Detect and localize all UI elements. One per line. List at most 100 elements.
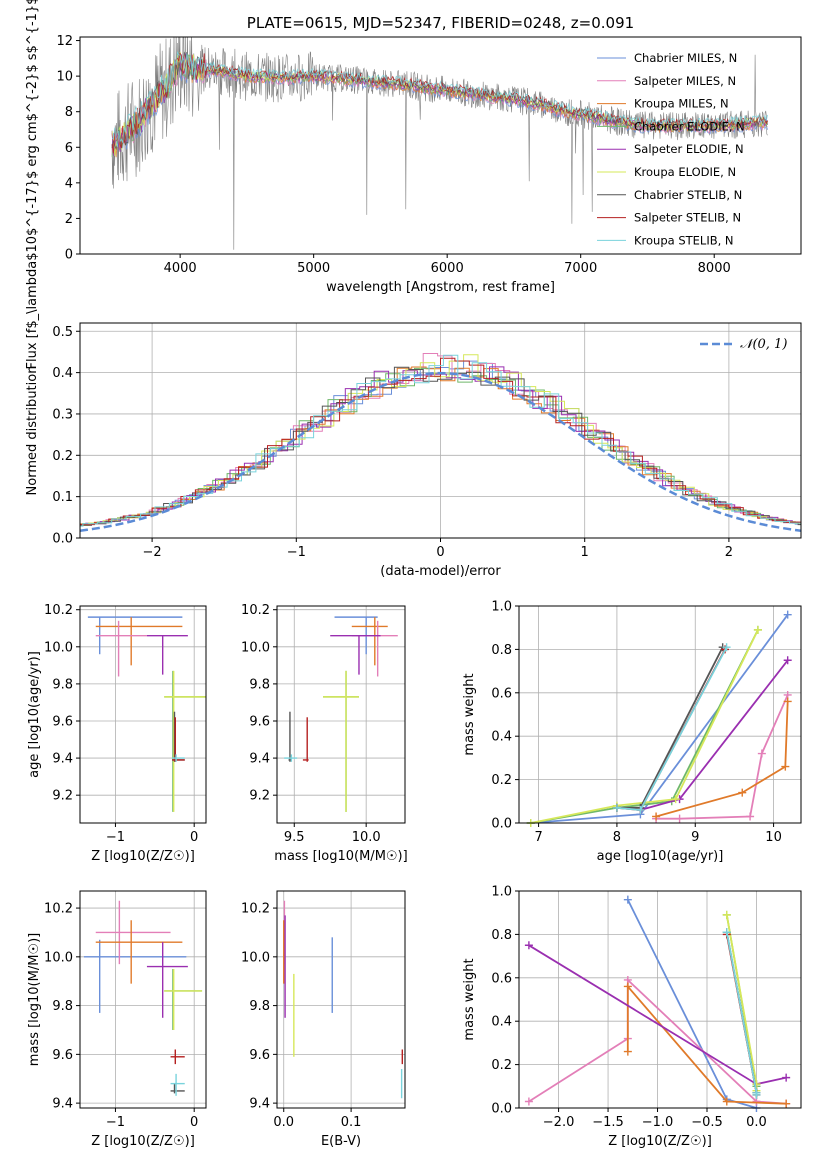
y-tick-label: 12 — [56, 34, 73, 49]
residuals-frame — [79, 322, 802, 539]
spectrum-frame — [79, 36, 802, 255]
weight-marker — [782, 1073, 791, 1082]
weight-line — [725, 932, 758, 1095]
weight_vs_age-series — [526, 610, 792, 827]
y-tick-label: 9.4 — [52, 1097, 73, 1112]
x-tick-label: 0 — [436, 545, 444, 560]
age_vs_Z-axes — [76, 606, 206, 827]
residual-histograms — [80, 353, 801, 533]
y-tick-label: 9.6 — [249, 714, 270, 729]
legend-label: Kroupa ELODIE, N — [634, 165, 736, 179]
weight-line — [530, 629, 759, 824]
weight_vs_age-frame — [518, 605, 802, 824]
x-tick-label: 9.5 — [284, 830, 305, 845]
y-tick-label: 10.2 — [241, 902, 270, 917]
weight-marker — [524, 1097, 533, 1106]
x-axis-label: Z [log10(Z/Z☉)] — [91, 849, 195, 864]
y-tick-label: 0.3 — [52, 407, 73, 422]
y-tick-label: 9.8 — [249, 999, 270, 1014]
y-tick-label: 4 — [65, 176, 73, 191]
mass_vs_ebv-axes — [273, 891, 405, 1112]
y-tick-label: 9.8 — [249, 677, 270, 692]
residual-histogram — [80, 354, 801, 526]
legend-label: Chabrier STELIB, N — [634, 188, 742, 202]
residual-histogram — [80, 354, 801, 527]
y-axis-label: age [log10(age/yr)] — [27, 651, 42, 778]
x-tick-label: 5000 — [297, 261, 330, 276]
x-tick-label: −1.5 — [592, 1115, 624, 1130]
y-tick-label: 0.0 — [491, 1102, 512, 1117]
x-axis-label: Z [log10(Z/Z☉)] — [608, 1134, 712, 1149]
y-tick-label: 0.2 — [52, 449, 73, 464]
residual-histogram — [80, 366, 801, 526]
y-tick-label: 10.2 — [241, 603, 270, 618]
y-tick-label: 0.4 — [491, 1015, 512, 1030]
legend-label: 𝒩(0, 1) — [740, 337, 787, 352]
x-tick-label: −1 — [106, 830, 125, 845]
legend-label: Kroupa STELIB, N — [634, 233, 734, 247]
x-axis-label: E(B-V) — [321, 1134, 361, 1149]
x-tick-label: 0 — [190, 1115, 198, 1130]
y-tick-label: 0.8 — [491, 643, 512, 658]
model-spectrum — [111, 52, 768, 154]
weight-marker — [636, 805, 645, 814]
weight_vs_Z-frame — [518, 890, 802, 1109]
weight-marker — [722, 910, 731, 919]
y-tick-label: 9.6 — [249, 1048, 270, 1063]
legend-label: Kroupa MILES, N — [634, 97, 729, 111]
y-tick-label: 0.2 — [491, 773, 512, 788]
weight-marker — [524, 941, 533, 950]
age_vs_mass-axes — [273, 606, 405, 827]
weight-marker — [722, 1097, 731, 1106]
weight_vs_age-axes — [515, 605, 801, 827]
weight-marker — [738, 788, 747, 797]
y-tick-label: 8 — [65, 105, 73, 120]
y-tick-label: 0.0 — [491, 817, 512, 832]
weight-marker — [753, 625, 762, 634]
mass_vs_Z-frame — [79, 890, 207, 1109]
y-tick-label: 9.8 — [52, 677, 73, 692]
weight-marker — [783, 697, 792, 706]
weight-line — [655, 701, 789, 818]
y-tick-label: 0.1 — [52, 490, 73, 505]
mass_vs_ebv-frame — [276, 890, 406, 1109]
y-tick-label: 9.6 — [52, 1048, 73, 1063]
y-axis-label: Normed distribution — [25, 366, 40, 496]
x-tick-label: 4000 — [164, 261, 197, 276]
x-tick-label: 6000 — [431, 261, 464, 276]
y-tick-label: 10.0 — [241, 950, 270, 965]
x-tick-label: 9 — [691, 830, 699, 845]
weight-marker — [746, 812, 755, 821]
weight-marker — [623, 1047, 632, 1056]
x-tick-label: −1 — [106, 1115, 125, 1130]
x-axis-label: wavelength [Angstrom, rest frame] — [326, 280, 555, 295]
legend-label: Salpeter ELODIE, N — [634, 142, 744, 156]
chart-title: PLATE=0615, MJD=52347, FIBERID=0248, z=0… — [247, 14, 634, 32]
y-tick-label: 6 — [65, 141, 73, 156]
weight-marker — [783, 610, 792, 619]
weight-marker — [722, 643, 731, 652]
y-tick-label: 0.4 — [52, 366, 73, 381]
legend-label: Chabrier MILES, N — [634, 51, 737, 65]
y-tick-label: 10.0 — [44, 950, 73, 965]
weight-marker — [757, 749, 766, 758]
y-tick-label: 0.4 — [491, 730, 512, 745]
mass_vs_Z-axes — [76, 891, 206, 1112]
x-tick-label: 8 — [613, 830, 621, 845]
y-tick-label: 0.5 — [52, 325, 73, 340]
x-tick-label: −1 — [287, 545, 306, 560]
model-spectrum — [111, 51, 768, 151]
weight-marker — [752, 1090, 761, 1099]
x-tick-label: 10.0 — [352, 830, 381, 845]
model-spectrum — [111, 50, 768, 147]
weight-line — [626, 899, 757, 1109]
x-tick-label: 7 — [534, 830, 542, 845]
y-tick-label: 0.6 — [491, 686, 512, 701]
weight-marker — [623, 895, 632, 904]
weight-marker — [722, 928, 731, 937]
y-tick-label: 10.2 — [44, 902, 73, 917]
weight-line — [530, 629, 759, 824]
x-tick-label: −0.5 — [691, 1115, 723, 1130]
legend-label: Salpeter STELIB, N — [634, 211, 741, 225]
